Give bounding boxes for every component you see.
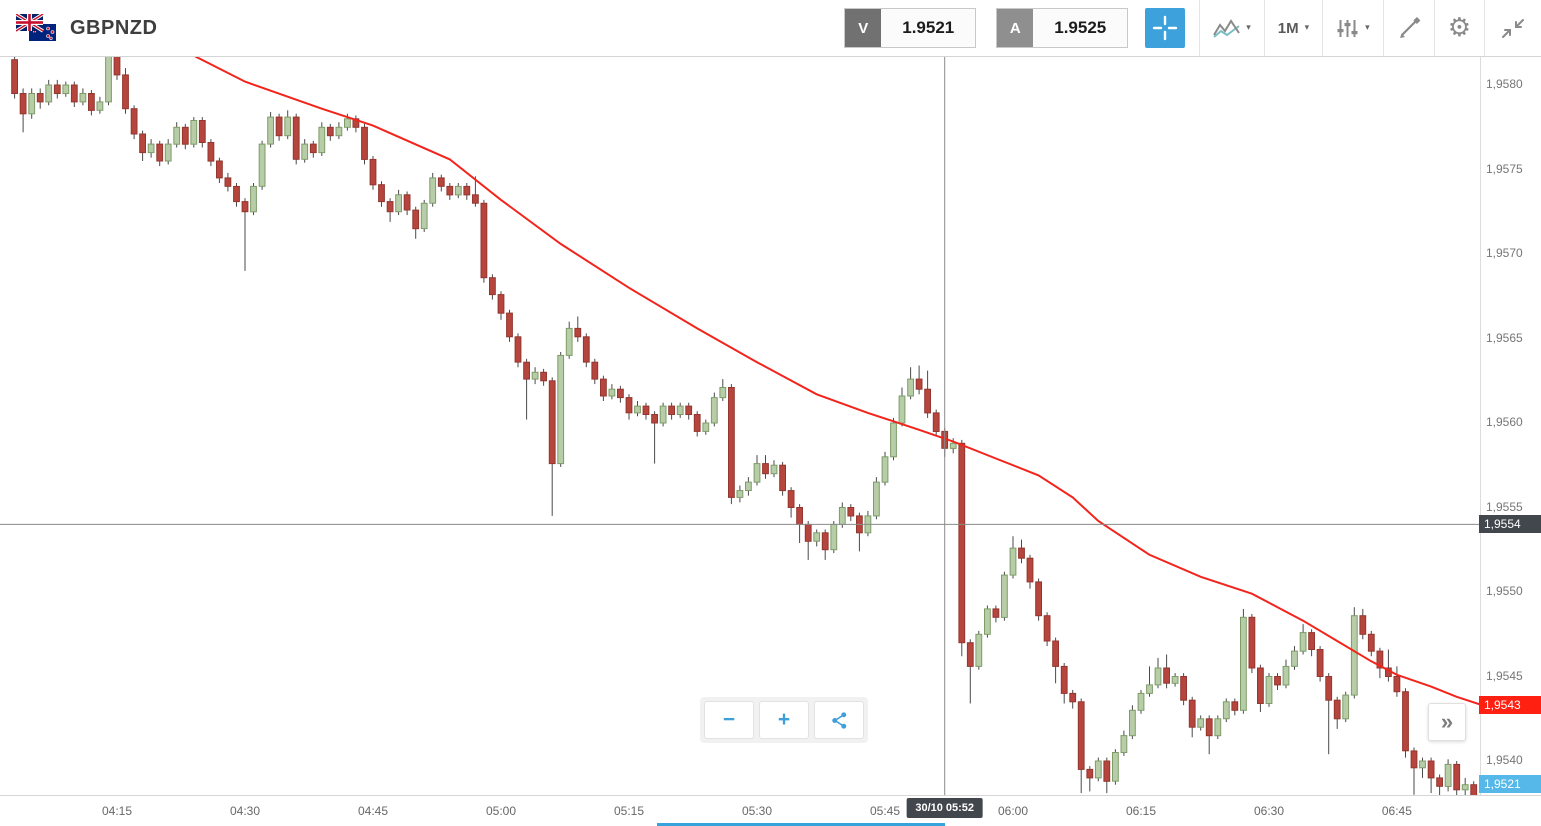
share-button[interactable] bbox=[814, 701, 864, 739]
price-axis-label: 1,9560 bbox=[1486, 415, 1523, 429]
chart-area: 1,9580 1,9575 1,9570 1,9565 1,9560 1,9555 1,95… bbox=[0, 57, 1541, 826]
price-axis-label: 1,9580 bbox=[1486, 77, 1523, 91]
scroll-indicator[interactable] bbox=[657, 823, 945, 826]
time-axis-label: 06:15 bbox=[1125, 804, 1157, 818]
candlestick-chart[interactable] bbox=[0, 57, 1480, 795]
crosshair-tool-button[interactable] bbox=[1145, 8, 1186, 48]
chevron-down-icon: ▾ bbox=[1304, 23, 1310, 33]
drawing-tools-button[interactable] bbox=[1384, 0, 1434, 56]
sell-label: V bbox=[845, 9, 882, 47]
chart-zoom-controls: − + bbox=[700, 697, 868, 743]
chevron-down-icon: ▾ bbox=[1365, 23, 1370, 33]
buy-label: A bbox=[997, 9, 1034, 47]
time-axis[interactable]: 04:15 04:30 04:45 05:00 05:15 05:30 05:45 06:00… bbox=[0, 795, 1541, 826]
buy-price-value: 1.9525 bbox=[1054, 18, 1107, 37]
time-axis-label: 05:45 bbox=[869, 804, 901, 818]
toolbar: GBPNZD V 1.9521 A 1.9525 bbox=[0, 0, 1541, 57]
timeframe-dropdown[interactable]: 1M ▾ bbox=[1265, 0, 1322, 56]
toolbar-divider bbox=[1263, 0, 1265, 56]
price-axis-label: 1,9565 bbox=[1486, 330, 1523, 345]
indicators-dropdown[interactable]: ▾ bbox=[1323, 0, 1383, 56]
collapse-chart-button[interactable] bbox=[1485, 0, 1541, 56]
time-axis-label: 06:45 bbox=[1381, 804, 1412, 818]
price-axis-label: 1,9540 bbox=[1486, 753, 1523, 767]
collapse-arrows-icon bbox=[1502, 18, 1524, 38]
crosshair-price-badge: 1,9554 bbox=[1479, 515, 1541, 534]
price-axis-label: 1,9555 bbox=[1486, 499, 1523, 514]
price-axis-label: 1,9550 bbox=[1486, 584, 1523, 598]
toolbar-divider bbox=[1433, 0, 1435, 56]
timeframe-label: 1M bbox=[1277, 19, 1299, 37]
chart-type-icon bbox=[1213, 18, 1241, 38]
time-axis-label: 05:15 bbox=[613, 804, 645, 818]
sell-price-button[interactable]: V 1.9521 bbox=[844, 8, 977, 48]
time-axis-label: 04:45 bbox=[357, 804, 389, 818]
price-axis-label: 1,9575 bbox=[1486, 161, 1523, 176]
pencil-draw-icon bbox=[1399, 17, 1421, 38]
share-icon bbox=[831, 711, 846, 729]
time-axis-label: 04:30 bbox=[229, 804, 261, 818]
time-axis-label: 06:00 bbox=[997, 804, 1029, 818]
chart-type-dropdown[interactable]: ▾ bbox=[1200, 0, 1264, 56]
crosshair-icon bbox=[1153, 15, 1178, 41]
toolbar-right: V 1.9521 A 1.9525 bbox=[844, 0, 1541, 56]
time-axis-label: 04:15 bbox=[101, 804, 133, 818]
buy-price-button[interactable]: A 1.9525 bbox=[996, 8, 1129, 48]
chevron-down-icon: ▾ bbox=[1246, 23, 1251, 33]
expand-panel-button[interactable]: » bbox=[1428, 703, 1466, 741]
gear-icon: ⚙ bbox=[1447, 13, 1471, 43]
zoom-in-button[interactable]: + bbox=[759, 701, 809, 739]
currency-pair-flags-icon bbox=[15, 12, 58, 42]
symbol-title: GBPNZD bbox=[70, 16, 158, 39]
price-axis-label: 1,9545 bbox=[1486, 668, 1523, 683]
time-axis-label: 05:00 bbox=[485, 804, 517, 818]
toolbar-divider bbox=[1484, 0, 1485, 56]
time-axis-label: 06:30 bbox=[1253, 804, 1285, 818]
ma-price-badge: 1,9543 bbox=[1479, 696, 1541, 715]
toolbar-divider bbox=[1382, 0, 1384, 56]
indicators-icon bbox=[1337, 19, 1358, 37]
zoom-out-button[interactable]: − bbox=[704, 701, 754, 739]
time-axis-label: 05:30 bbox=[741, 804, 773, 818]
price-axis-label: 1,9570 bbox=[1486, 246, 1523, 260]
settings-button[interactable]: ⚙ bbox=[1435, 0, 1484, 56]
last-price-badge: 1,9521 bbox=[1479, 775, 1541, 793]
price-axis[interactable]: 1,9580 1,9575 1,9570 1,9565 1,9560 1,9555 1,95… bbox=[1480, 57, 1541, 795]
toolbar-divider bbox=[1322, 0, 1324, 56]
sell-price-value: 1.9521 bbox=[902, 18, 955, 37]
toolbar-divider bbox=[1199, 0, 1201, 56]
crosshair-time-badge: 30/10 05:52 bbox=[906, 798, 984, 818]
